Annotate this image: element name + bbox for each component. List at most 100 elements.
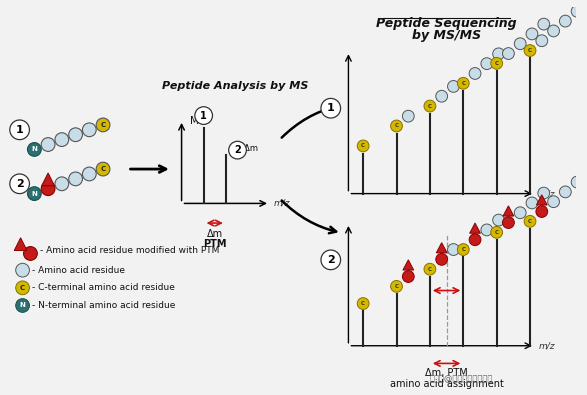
Text: - C-terminal amino acid residue: - C-terminal amino acid residue (32, 283, 176, 292)
Circle shape (559, 15, 571, 27)
Text: - N-terminal amino acid residue: - N-terminal amino acid residue (32, 301, 176, 310)
Text: m/z: m/z (274, 199, 291, 208)
Circle shape (571, 176, 583, 188)
Circle shape (514, 207, 526, 218)
Text: C: C (528, 48, 532, 53)
Text: PTM: PTM (203, 239, 227, 249)
Text: Δm: Δm (207, 229, 223, 239)
Circle shape (548, 196, 559, 208)
Text: C: C (361, 143, 365, 149)
Text: 2: 2 (327, 255, 335, 265)
Text: N: N (19, 303, 25, 308)
Polygon shape (470, 223, 480, 233)
Polygon shape (503, 206, 514, 216)
Circle shape (524, 215, 536, 227)
Text: C: C (394, 284, 399, 289)
Circle shape (492, 48, 504, 60)
Text: 搜狐号@百濮派克生物科技: 搜狐号@百濮派克生物科技 (430, 374, 493, 383)
Circle shape (583, 166, 587, 178)
Circle shape (96, 162, 110, 176)
Polygon shape (436, 243, 447, 253)
Circle shape (82, 123, 96, 137)
Circle shape (524, 45, 536, 56)
Circle shape (526, 197, 538, 209)
Circle shape (559, 186, 571, 198)
Text: by MS/MS: by MS/MS (412, 29, 481, 42)
Circle shape (571, 6, 583, 17)
Text: 1: 1 (200, 111, 207, 120)
Circle shape (69, 128, 82, 141)
Circle shape (357, 298, 369, 309)
Circle shape (424, 263, 436, 275)
Circle shape (195, 107, 212, 124)
Circle shape (69, 172, 82, 186)
Polygon shape (14, 238, 27, 250)
Circle shape (538, 187, 549, 199)
Text: - Amino acid residue: - Amino acid residue (32, 266, 126, 275)
Circle shape (41, 182, 55, 196)
Text: C: C (394, 124, 399, 128)
Circle shape (583, 0, 587, 8)
Text: C: C (495, 61, 498, 66)
Circle shape (28, 143, 41, 156)
Circle shape (16, 281, 29, 295)
Circle shape (28, 187, 41, 201)
Polygon shape (403, 260, 414, 270)
Circle shape (55, 177, 69, 191)
Circle shape (548, 25, 559, 37)
Text: C: C (20, 285, 25, 291)
Circle shape (502, 217, 514, 228)
Circle shape (424, 100, 436, 112)
Text: m/z: m/z (539, 341, 555, 350)
Text: - Amino acid residue modified with PTM: - Amino acid residue modified with PTM (41, 246, 220, 255)
Text: M+Δm: M+Δm (230, 144, 258, 153)
Circle shape (10, 174, 29, 194)
Text: C: C (100, 122, 106, 128)
Circle shape (96, 118, 110, 132)
Circle shape (55, 133, 69, 147)
Circle shape (457, 244, 469, 256)
Text: C: C (361, 301, 365, 306)
Text: Peptide Sequencing: Peptide Sequencing (376, 17, 517, 30)
Text: C: C (528, 219, 532, 224)
Circle shape (491, 57, 502, 69)
Text: amino acid assignment: amino acid assignment (390, 379, 504, 389)
Circle shape (491, 226, 502, 238)
Text: C: C (428, 267, 432, 272)
Circle shape (436, 90, 447, 102)
Text: C: C (428, 103, 432, 109)
Circle shape (536, 35, 548, 47)
Circle shape (492, 214, 504, 226)
Circle shape (469, 68, 481, 79)
Circle shape (481, 58, 492, 70)
Circle shape (10, 120, 29, 139)
Text: C: C (461, 247, 465, 252)
Circle shape (403, 110, 414, 122)
Text: N: N (32, 147, 38, 152)
Circle shape (536, 206, 548, 217)
Circle shape (390, 120, 403, 132)
Polygon shape (42, 173, 55, 186)
Text: M: M (190, 117, 199, 126)
Polygon shape (537, 195, 547, 205)
Text: Peptide Analysis by MS: Peptide Analysis by MS (163, 81, 309, 90)
Text: C: C (100, 166, 106, 172)
Circle shape (447, 81, 460, 92)
Circle shape (357, 140, 369, 152)
Text: C: C (495, 230, 498, 235)
Circle shape (538, 18, 549, 30)
Circle shape (514, 38, 526, 50)
Circle shape (321, 250, 340, 270)
Circle shape (390, 280, 403, 292)
Circle shape (41, 137, 55, 151)
Circle shape (481, 224, 492, 236)
Circle shape (447, 244, 460, 256)
Circle shape (321, 98, 340, 118)
Text: Δm, PTM: Δm, PTM (425, 368, 468, 378)
Text: 1: 1 (327, 103, 335, 113)
Circle shape (16, 263, 29, 277)
Circle shape (457, 77, 469, 89)
Text: 2: 2 (234, 145, 241, 155)
Text: N: N (32, 191, 38, 197)
Text: 1: 1 (16, 125, 23, 135)
